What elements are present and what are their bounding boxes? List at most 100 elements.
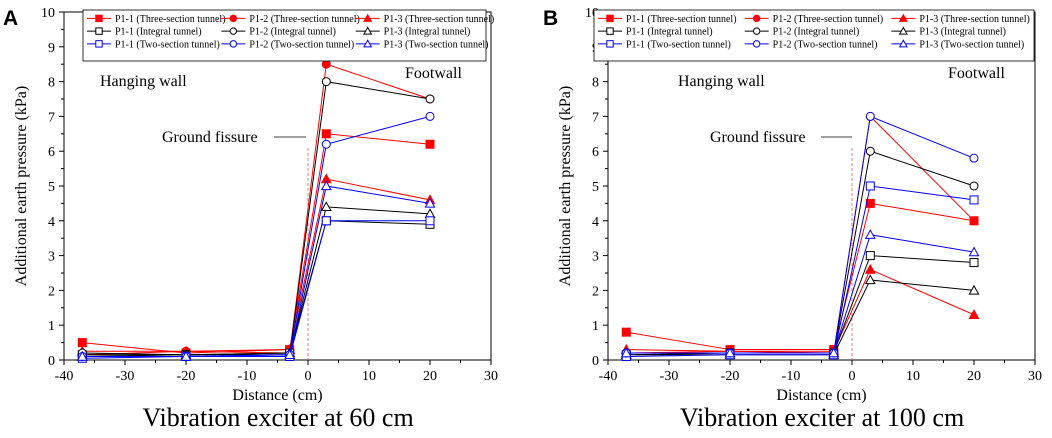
series-line [82, 63, 431, 356]
data-point [425, 216, 435, 226]
legend-marker [752, 27, 761, 35]
series-line [82, 115, 431, 358]
hanging-wall-label: Hanging wall [678, 73, 765, 90]
data-point [621, 327, 631, 337]
data-point [865, 181, 875, 191]
x-axis-label: Distance (cm) [776, 387, 866, 404]
x-tick-label: -20 [721, 369, 740, 384]
data-point [77, 338, 87, 348]
y-tick-label: 6 [592, 145, 599, 160]
x-tick-label: -20 [177, 369, 196, 384]
data-point [968, 284, 980, 295]
series-line [82, 178, 431, 352]
legend-entry: P1-3 (Two-section tunnel) [355, 39, 489, 50]
legend-entry: P1-1 (Three-section tunnel) [598, 14, 737, 25]
legend-label: P1-2 (Integral tunnel) [249, 27, 336, 38]
x-tick-label: -30 [116, 369, 135, 384]
y-tick-label: 0 [48, 354, 55, 369]
panel-a: A -40 -30 -20 -10 0 10 20 30 0 1 2 3 4 5 6 7 8 9 10 Distance… [3, 6, 498, 432]
series-1 [77, 129, 435, 358]
legend-marker [363, 39, 373, 48]
y-tick-label: 1 [48, 319, 55, 334]
data-point [321, 129, 331, 139]
legend-marker [95, 14, 103, 23]
y-tick-label: 5 [592, 180, 599, 195]
data-point [968, 309, 980, 319]
series-4 [77, 216, 435, 360]
data-point [321, 216, 331, 226]
series-8 [621, 111, 979, 358]
data-point [969, 181, 979, 191]
legend-entry: P1-2 (Three-section tunnel) [221, 14, 360, 25]
x-tick-label: -10 [782, 369, 801, 384]
legend-marker [898, 26, 908, 35]
data-point [864, 229, 876, 239]
x-tick-label: 20 [423, 369, 437, 384]
y-tick-label: 3 [592, 250, 599, 265]
legend-marker [752, 40, 761, 48]
series-5 [621, 146, 979, 358]
legend-marker [363, 13, 373, 22]
y-tick-label: 4 [592, 215, 599, 230]
panel-caption: Vibration exciter at 100 cm [680, 403, 964, 432]
series-line [626, 115, 975, 354]
series-line [626, 115, 975, 354]
series-line [82, 220, 430, 359]
x-tick-label: 10 [906, 369, 920, 384]
data-point [620, 347, 632, 358]
legend-entry: P1-1 (Integral tunnel) [598, 27, 713, 38]
data-point [724, 347, 736, 358]
legend-label: P1-3 (Two-section tunnel) [384, 39, 489, 50]
panel-letter: B [543, 7, 558, 30]
data-point [864, 263, 876, 274]
legend-entry: P1-3 (Two-section tunnel) [891, 39, 1024, 50]
legend-label: P1-1 (Three-section tunnel) [115, 14, 226, 25]
y-tick-label: 1 [592, 319, 599, 334]
legend: P1-1 (Three-section tunnel) P1-2 (Three-s… [593, 9, 1035, 62]
series-8 [77, 111, 435, 362]
y-tick-label: 9 [48, 41, 55, 56]
legend-label: P1-3 (Three-section tunnel) [919, 14, 1030, 25]
legend-entry: P1-3 (Three-section tunnel) [355, 13, 495, 25]
legend-marker [229, 40, 238, 48]
legend-label: P1-1 (Three-section tunnel) [626, 14, 737, 25]
series-line [82, 133, 431, 354]
legend-marker [752, 14, 761, 23]
legend-label: P1-3 (Integral tunnel) [384, 27, 471, 38]
legend-marker [898, 39, 908, 48]
data-point [425, 111, 435, 121]
ground-fissure-label: Ground fissure [162, 129, 258, 146]
x-tick-label: 30 [1028, 369, 1042, 384]
x-tick-label: -40 [55, 369, 74, 384]
y-axis-label: Additional earth pressure (kPa) [557, 86, 574, 286]
legend-entry: P1-3 (Integral tunnel) [355, 26, 471, 38]
legend-marker [363, 26, 373, 35]
series-6 [76, 201, 436, 361]
x-tick-label: 10 [362, 369, 376, 384]
data-point [320, 201, 332, 212]
legend-label: P1-1 (Two-section tunnel) [115, 39, 220, 50]
legend-marker [606, 27, 614, 35]
series-line [82, 220, 431, 356]
data-point [865, 111, 875, 121]
panel-caption: Vibration exciter at 60 cm [142, 403, 413, 432]
y-tick-label: 2 [48, 284, 55, 299]
x-axis-label: Distance (cm) [232, 387, 322, 404]
series-6 [620, 274, 980, 359]
series-line [626, 234, 975, 354]
series-line [82, 185, 431, 358]
legend-marker [229, 14, 238, 23]
legend-marker [606, 40, 614, 48]
legend-label: P1-3 (Three-section tunnel) [384, 14, 495, 25]
series-1 [621, 198, 979, 355]
legend-label: P1-1 (Integral tunnel) [626, 27, 713, 38]
series-9 [620, 229, 980, 358]
legend-label: P1-3 (Two-section tunnel) [919, 39, 1024, 50]
legend: P1-1 (Three-section tunnel) P1-2 (Three-s… [82, 9, 495, 62]
y-tick-label: 2 [592, 284, 599, 299]
legend-marker [898, 13, 908, 22]
y-tick-label: 6 [48, 145, 55, 160]
data-point [865, 251, 875, 261]
legend-entry: P1-1 (Two-section tunnel) [598, 39, 731, 50]
x-tick-label: -40 [599, 369, 618, 384]
